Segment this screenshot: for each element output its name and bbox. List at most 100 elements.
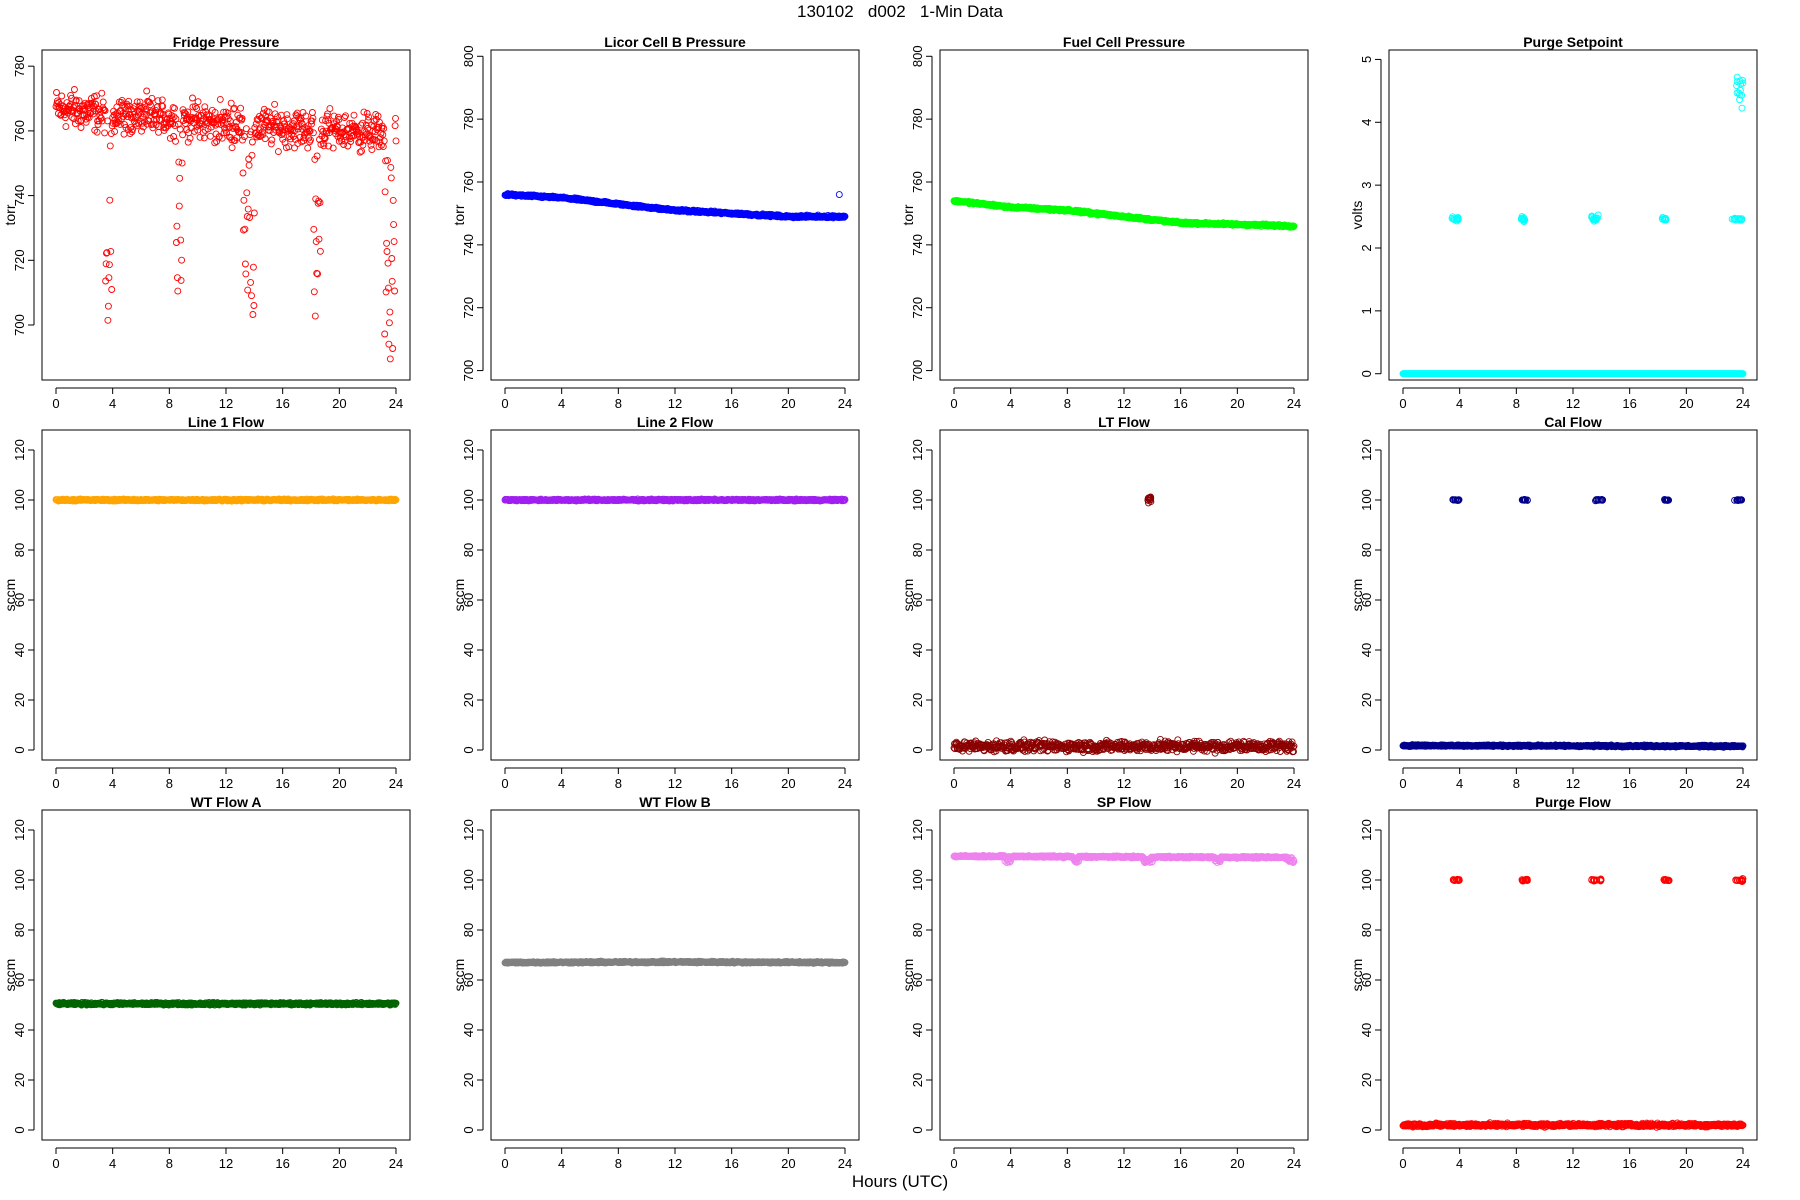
data-point — [294, 139, 302, 147]
data-point — [189, 103, 197, 111]
data-point — [98, 89, 106, 97]
y-tick-label: 780 — [461, 108, 476, 130]
x-tick-label: 24 — [389, 396, 403, 411]
panel-title: Line 1 Flow — [188, 414, 264, 430]
data-point — [359, 119, 366, 127]
data-point — [305, 134, 313, 142]
data-point — [329, 144, 337, 152]
y-axis-label: torr — [451, 204, 467, 225]
x-tick-label: 8 — [615, 776, 622, 791]
data-point — [386, 308, 394, 316]
data-point — [227, 99, 235, 107]
data-point — [200, 134, 208, 142]
data-point — [380, 125, 388, 132]
data-point — [172, 137, 179, 145]
y-axis-label: torr — [900, 204, 916, 225]
plot-frame — [490, 49, 860, 381]
data-point — [247, 128, 255, 136]
data-point — [247, 278, 255, 286]
x-tick-label: 8 — [615, 396, 622, 411]
data-point — [105, 261, 113, 269]
data-point — [103, 249, 111, 257]
x-tick-label: 24 — [389, 776, 403, 791]
data-point — [123, 102, 131, 110]
data-point — [384, 284, 392, 292]
data-point — [283, 115, 291, 123]
data-point — [74, 117, 82, 125]
x-tick-label: 24 — [838, 776, 852, 791]
data-point — [106, 142, 114, 150]
data-point — [77, 124, 85, 131]
data-point — [100, 106, 108, 114]
y-tick-label: 740 — [461, 234, 476, 256]
data-point — [304, 144, 312, 152]
x-tick-label: 24 — [1736, 396, 1750, 411]
y-tick-label: 3 — [1359, 182, 1374, 189]
data-point — [300, 134, 308, 142]
data-point — [158, 96, 166, 104]
x-tick-label: 0 — [1399, 396, 1406, 411]
x-tick-label: 20 — [332, 776, 346, 791]
data-point — [387, 174, 395, 182]
x-tick-label: 8 — [1064, 396, 1071, 411]
data-point — [79, 106, 87, 114]
data-point — [127, 124, 135, 132]
data-point — [166, 134, 174, 142]
data-point — [125, 97, 133, 105]
y-tick-label: 60 — [461, 593, 476, 607]
data-point — [244, 205, 252, 213]
data-point — [273, 118, 280, 126]
panel-title: Fuel Cell Pressure — [1063, 34, 1185, 50]
panel-title: LT Flow — [1098, 414, 1150, 430]
data-point — [211, 108, 219, 116]
data-point — [361, 131, 369, 139]
data-point — [177, 236, 185, 244]
data-point — [178, 159, 186, 167]
data-point — [201, 103, 209, 111]
x-tick-label: 8 — [166, 776, 173, 791]
data-point — [178, 256, 186, 264]
y-tick-label: 40 — [461, 643, 476, 657]
y-tick-label: 700 — [12, 314, 27, 336]
y-tick-label: 0 — [461, 746, 476, 753]
x-tick-label: 12 — [1117, 776, 1131, 791]
data-point — [101, 107, 109, 115]
x-tick-label: 0 — [950, 776, 957, 791]
data-point — [174, 287, 182, 295]
data-point — [316, 247, 324, 255]
data-point — [241, 260, 249, 268]
data-point — [390, 238, 398, 246]
y-tick-label: 20 — [461, 693, 476, 707]
figure-title: 130102 d002 1-Min Data — [796, 2, 1004, 21]
data-point — [384, 156, 391, 164]
data-point — [370, 117, 378, 125]
data-point — [243, 189, 251, 197]
y-tick-label: 80 — [12, 543, 27, 557]
data-point — [168, 115, 176, 123]
data-point — [307, 136, 314, 144]
data-point — [272, 123, 280, 131]
data-point — [314, 270, 322, 278]
data-point — [274, 113, 281, 121]
data-point — [184, 108, 192, 116]
data-point — [82, 115, 90, 123]
data-point — [111, 128, 119, 136]
data-point — [241, 225, 249, 233]
data-point — [368, 146, 376, 154]
data-point — [271, 100, 279, 108]
y-tick-label: 780 — [12, 55, 27, 77]
data-point — [311, 312, 319, 320]
data-point — [171, 104, 178, 112]
data-point — [288, 121, 296, 129]
data-point — [224, 115, 232, 123]
data-point — [841, 212, 849, 220]
data-points — [950, 196, 1298, 231]
data-point — [367, 141, 375, 149]
data-point — [176, 174, 184, 182]
data-point — [246, 214, 254, 221]
data-point — [237, 104, 245, 112]
data-point — [149, 120, 157, 128]
data-point — [124, 126, 132, 134]
